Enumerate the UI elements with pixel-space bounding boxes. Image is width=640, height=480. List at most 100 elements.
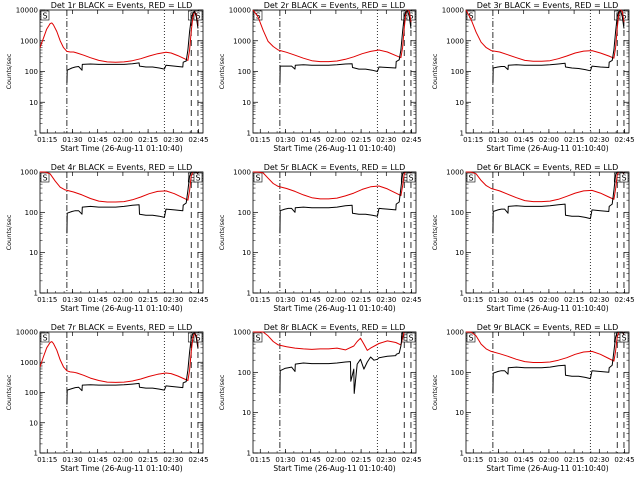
panel-title: Det 6r BLACK = Events, RED = LLD	[477, 163, 619, 172]
x-axis-label: Start Time (26-Aug-11 01:10:40)	[273, 144, 395, 153]
marker-box	[40, 172, 50, 183]
marker-label: S	[408, 334, 413, 343]
series-line-events	[492, 10, 625, 84]
x-axis-label: Start Time (26-Aug-11 01:10:40)	[60, 144, 182, 153]
x-axis-label: Start Time (26-Aug-11 01:10:40)	[486, 304, 608, 313]
plot-frame	[252, 9, 417, 134]
y-tick-label: 10000	[16, 329, 38, 337]
series-line-lld	[466, 331, 625, 363]
y-axis-label: Counts/sec	[218, 53, 226, 89]
x-tick-label: 02:30	[163, 296, 183, 304]
x-tick-label: 01:15	[463, 456, 483, 464]
marker-box	[253, 332, 263, 343]
y-tick-label: 10	[242, 249, 251, 257]
series-line-events	[492, 331, 625, 394]
panel-title: Det 1r BLACK = Events, RED = LLD	[51, 1, 193, 10]
detector-panel-7: Det 7r BLACK = Events, RED = LLD 01:15 01:…	[5, 323, 209, 473]
x-tick-label: 01:30	[62, 296, 82, 304]
x-tick-label: 01:45	[301, 456, 321, 464]
x-tick-label: 02:00	[539, 456, 559, 464]
panel-title: Det 5r BLACK = Events, RED = LLD	[264, 163, 406, 172]
y-tick-label: 100	[25, 209, 38, 217]
marker-label: S	[255, 174, 260, 183]
y-tick-label: 1	[247, 130, 251, 138]
x-axis-label: Start Time (26-Aug-11 01:10:40)	[486, 464, 608, 473]
marker-label: S	[621, 174, 626, 183]
y-tick-label: 1000	[20, 169, 38, 177]
x-tick-label: 01:15	[250, 136, 270, 144]
y-tick-label: 1000	[233, 169, 251, 177]
detector-panel-3: Det 3r BLACK = Events, RED = LLD 01:15 01:…	[431, 1, 635, 153]
y-axis-label: Counts/sec	[218, 214, 226, 250]
marker-box	[466, 172, 476, 183]
detector-panel-8: Det 8r BLACK = Events, RED = LLD 01:15 01:…	[218, 323, 422, 473]
x-tick-label: 01:45	[514, 136, 534, 144]
y-tick-label: 10	[29, 249, 38, 257]
detector-panel-4: Det 4r BLACK = Events, RED = LLD 01:15 01:…	[5, 163, 209, 313]
x-tick-label: 01:45	[301, 296, 321, 304]
marker-label: S	[42, 174, 47, 183]
panel-title: Det 4r BLACK = Events, RED = LLD	[51, 163, 193, 172]
y-axis-label: Counts/sec	[431, 53, 439, 89]
y-axis-label: Counts/sec	[5, 374, 13, 410]
y-tick-label: 10	[242, 99, 251, 107]
x-tick-label: 02:15	[564, 296, 584, 304]
series-line-events	[492, 171, 625, 234]
x-tick-label: 01:15	[37, 296, 57, 304]
y-tick-label: 10	[455, 99, 464, 107]
x-tick-label: 02:45	[188, 136, 208, 144]
series-line-lld	[39, 332, 199, 383]
x-tick-label: 01:45	[514, 456, 534, 464]
y-tick-label: 100	[238, 209, 251, 217]
marker-box	[40, 332, 50, 343]
x-tick-label: 02:00	[113, 296, 133, 304]
marker-label: E	[403, 334, 408, 343]
x-tick-label: 02:15	[351, 296, 371, 304]
x-axis-label: Start Time (26-Aug-11 01:10:40)	[273, 304, 395, 313]
marker-label: S	[408, 12, 413, 21]
y-tick-label: 100	[451, 68, 464, 76]
marker-label: S	[468, 334, 473, 343]
x-tick-label: 01:15	[250, 296, 270, 304]
y-tick-label: 100	[25, 389, 38, 397]
plot-frame	[465, 9, 630, 134]
x-tick-label: 02:45	[614, 456, 634, 464]
x-tick-label: 02:30	[163, 456, 183, 464]
panel-title: Det 3r BLACK = Events, RED = LLD	[477, 1, 619, 10]
x-tick-label: 02:15	[564, 136, 584, 144]
x-tick-label: 01:15	[463, 136, 483, 144]
marker-label: S	[42, 12, 47, 21]
x-tick-label: 02:45	[401, 296, 421, 304]
panel-title: Det 8r BLACK = Events, RED = LLD	[264, 323, 406, 332]
x-tick-label: 01:30	[62, 456, 82, 464]
x-tick-label: 01:15	[37, 456, 57, 464]
y-tick-label: 10	[242, 409, 251, 417]
panel-title: Det 7r BLACK = Events, RED = LLD	[51, 323, 193, 332]
detector-panel-9: Det 9r BLACK = Events, RED = LLD 01:15 01:…	[431, 323, 635, 473]
marker-box	[193, 332, 203, 343]
marker-label: E	[190, 334, 195, 343]
x-tick-label: 02:00	[113, 136, 133, 144]
series-line-events	[66, 332, 199, 405]
detector-panel-2: Det 2r BLACK = Events, RED = LLD 01:15 01:…	[218, 1, 422, 153]
y-axis-label: Counts/sec	[431, 214, 439, 250]
marker-label: S	[468, 174, 473, 183]
y-tick-label: 1	[247, 450, 251, 458]
series-line-events	[279, 331, 411, 394]
x-tick-label: 02:45	[188, 296, 208, 304]
marker-label: S	[195, 174, 200, 183]
y-tick-label: 1	[460, 130, 464, 138]
detector-panel-1: Det 1r BLACK = Events, RED = LLD 01:15 01:…	[5, 1, 209, 153]
series-line-lld	[253, 171, 412, 200]
plot-frame	[39, 9, 204, 134]
y-axis-label: Counts/sec	[218, 374, 226, 410]
x-tick-label: 02:15	[351, 456, 371, 464]
y-tick-label: 1000	[446, 169, 464, 177]
x-axis-label: Start Time (26-Aug-11 01:10:40)	[273, 464, 395, 473]
x-tick-label: 01:15	[37, 136, 57, 144]
y-tick-label: 10000	[16, 7, 38, 15]
panel-title: Det 2r BLACK = Events, RED = LLD	[264, 1, 406, 10]
y-tick-label: 1	[460, 450, 464, 458]
x-tick-label: 02:45	[614, 136, 634, 144]
